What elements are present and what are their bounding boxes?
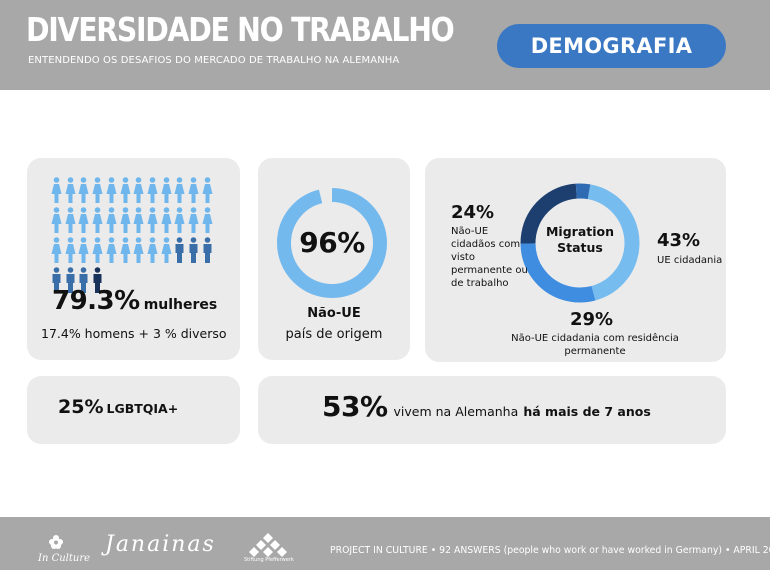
in-culture-logo: In Culture bbox=[38, 553, 91, 564]
migration-donut-chart bbox=[520, 183, 640, 303]
woman-icon bbox=[51, 177, 62, 203]
women-label: mulheres bbox=[143, 297, 218, 313]
woman-icon bbox=[78, 207, 89, 233]
segment-43-label: UE cidadania bbox=[657, 255, 723, 266]
women-percent: 79.3% bbox=[52, 286, 140, 316]
segment-29-value: 29% bbox=[570, 309, 614, 330]
janainas-logo: Janainas bbox=[105, 532, 216, 557]
man-icon bbox=[175, 237, 184, 263]
woman-icon bbox=[188, 207, 199, 233]
segment-43-value: 43% bbox=[657, 230, 701, 251]
man-icon bbox=[203, 237, 212, 263]
woman-icon bbox=[188, 177, 199, 203]
woman-icon bbox=[147, 207, 158, 233]
women-stat: 79.3% mulheres bbox=[52, 286, 217, 316]
in-culture-flower-icon bbox=[49, 535, 63, 549]
residence-card bbox=[258, 376, 726, 444]
woman-icon bbox=[147, 177, 158, 203]
segment-24-label: Não-UE cidadãos com visto permanente ou … bbox=[451, 226, 528, 289]
woman-icon bbox=[92, 207, 103, 233]
lgbt-card bbox=[27, 376, 240, 444]
donut-segment-43 bbox=[520, 183, 640, 303]
lgbt-percent: 25% bbox=[58, 396, 104, 418]
woman-icon bbox=[120, 207, 130, 233]
origin-sublabel: país de origem bbox=[285, 327, 383, 342]
segment-29-label: Não-UE cidadania com residência permanen… bbox=[511, 333, 679, 357]
woman-icon bbox=[133, 177, 144, 203]
donut-segment-29 bbox=[520, 183, 640, 303]
origin-label: Não-UE bbox=[307, 306, 361, 321]
woman-icon bbox=[106, 207, 117, 233]
man-icon bbox=[52, 267, 61, 293]
lgbt-stat: 25% LGBTQIA+ bbox=[58, 396, 178, 418]
woman-icon bbox=[161, 177, 172, 203]
woman-icon bbox=[161, 207, 172, 233]
page-title: DIVERSIDADE NO TRABALHO bbox=[26, 10, 455, 49]
woman-icon bbox=[147, 237, 158, 263]
footer-credits: PROJECT IN CULTURE • 92 ANSWERS (people … bbox=[330, 545, 770, 556]
woman-icon bbox=[202, 177, 213, 203]
woman-icon bbox=[106, 237, 117, 263]
woman-icon bbox=[174, 177, 185, 203]
woman-icon bbox=[161, 237, 172, 263]
woman-icon bbox=[174, 207, 185, 233]
woman-icon bbox=[51, 207, 62, 233]
men-diverse-stat: 17.4% homens + 3 % diverso bbox=[41, 326, 227, 341]
residence-bold-label: há mais de 7 anos bbox=[523, 404, 651, 419]
migration-center-line2: Status bbox=[557, 240, 603, 255]
residence-label: vivem na Alemanha bbox=[393, 404, 519, 419]
woman-icon bbox=[133, 207, 144, 233]
woman-icon bbox=[78, 237, 89, 263]
woman-icon bbox=[51, 237, 62, 263]
man-icon bbox=[189, 237, 198, 263]
woman-icon bbox=[92, 177, 103, 203]
woman-icon bbox=[65, 177, 76, 203]
lgbt-label: LGBTQIA+ bbox=[106, 401, 179, 416]
segment-24-value: 24% bbox=[451, 202, 495, 223]
migration-center-label: Migration Status bbox=[512, 224, 648, 256]
migration-center-line1: Migration bbox=[545, 224, 615, 239]
woman-icon bbox=[92, 237, 103, 263]
woman-icon bbox=[120, 237, 130, 263]
stiftung-logo-icon bbox=[249, 533, 287, 557]
origin-ring-chart bbox=[277, 188, 387, 298]
residence-percent: 53% bbox=[322, 390, 388, 423]
woman-icon bbox=[65, 207, 76, 233]
demografia-button[interactable]: DEMOGRAFIA bbox=[497, 24, 726, 68]
residence-stat: 53% vivem na Alemanha há mais de 7 anos bbox=[322, 390, 651, 423]
page-subtitle: ENTENDENDO OS DESAFIOS DO MERCADO DE TRA… bbox=[28, 55, 400, 66]
woman-icon bbox=[120, 177, 130, 203]
woman-icon bbox=[133, 237, 144, 263]
donut-segment-24 bbox=[520, 183, 640, 303]
footer-bar bbox=[0, 517, 770, 570]
woman-icon bbox=[202, 207, 213, 233]
origin-percent: 96% bbox=[299, 226, 365, 259]
diverse-person-icon bbox=[93, 267, 102, 293]
stiftung-logo: Stiftung Pfefferwerk bbox=[244, 557, 294, 563]
woman-icon bbox=[65, 237, 76, 263]
woman-icon bbox=[78, 177, 89, 203]
woman-icon bbox=[106, 177, 117, 203]
man-icon bbox=[79, 267, 88, 293]
man-icon bbox=[66, 267, 75, 293]
